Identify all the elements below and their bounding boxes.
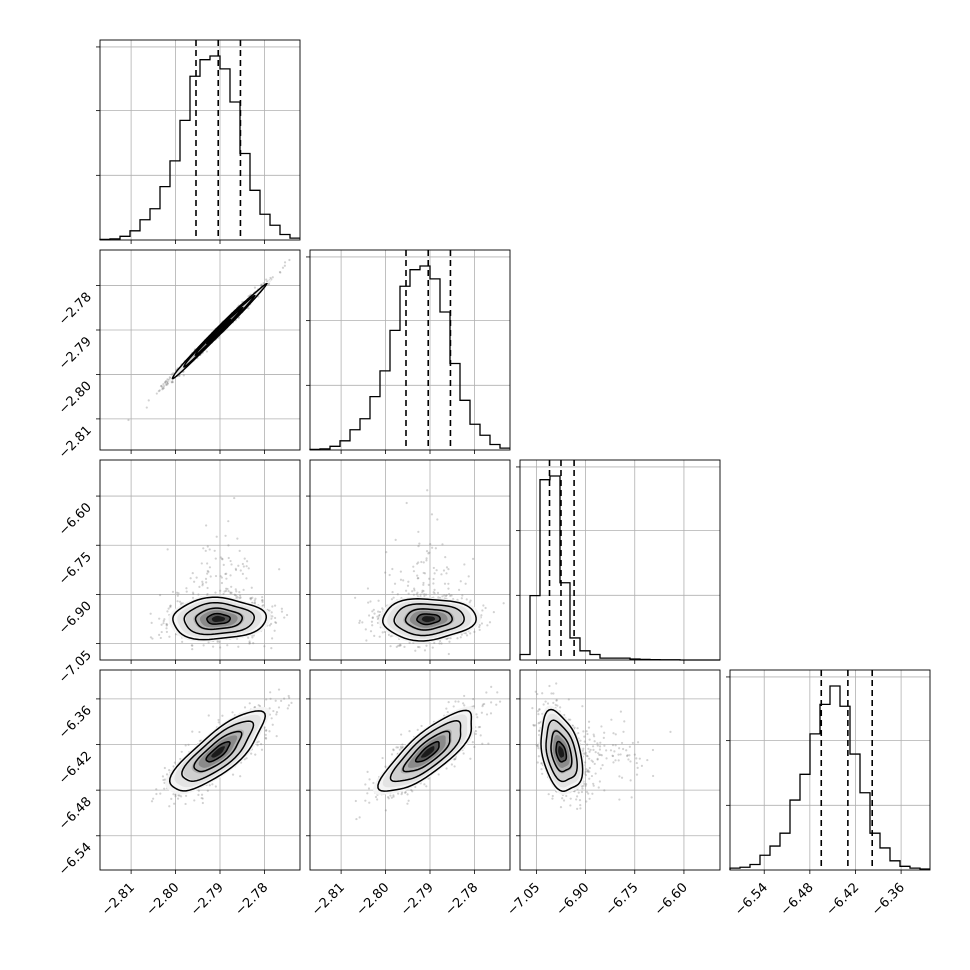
contour-0 [205, 741, 231, 763]
contour-0 [206, 612, 231, 625]
y-tick-label: −6.75 [56, 549, 95, 588]
contour-1 [194, 307, 244, 357]
contour-3 [168, 710, 267, 792]
x-tick-label: −2.80 [354, 880, 393, 919]
histogram-3 [729, 685, 930, 870]
contour-3 [171, 282, 268, 380]
contour-2 [181, 720, 255, 782]
panel-frame [309, 459, 511, 661]
x-tick-label: −6.48 [778, 880, 817, 919]
y-tick-label: −7.05 [56, 648, 95, 687]
density-shading [165, 706, 270, 795]
x-tick-label: −2.79 [398, 880, 437, 919]
histogram-1 [309, 265, 510, 451]
contour-0 [414, 740, 440, 763]
density-layer [165, 279, 585, 795]
x-tick-label: −6.42 [824, 880, 863, 919]
contour-2 [545, 719, 578, 783]
y-tick-label: −2.79 [56, 334, 95, 373]
x-tick-label: −2.81 [309, 880, 348, 919]
x-tick-label: −6.54 [732, 880, 771, 919]
contour-3 [382, 598, 477, 642]
contour-1 [193, 730, 243, 773]
density-shading [168, 595, 271, 642]
x-tick-label: −6.60 [652, 880, 691, 919]
x-tick-label: −2.80 [144, 880, 183, 919]
contour-1 [402, 730, 451, 773]
contour-0 [205, 318, 232, 345]
panel-frame [99, 459, 301, 661]
contour-2 [183, 601, 256, 636]
density-level [211, 615, 226, 622]
contour-2 [393, 603, 465, 637]
contour-2 [183, 294, 256, 368]
panel-frame [309, 669, 511, 871]
contour-1 [194, 607, 243, 631]
y-tick-label: −2.80 [56, 379, 95, 418]
panel-frame [519, 459, 721, 661]
panel-frame [99, 669, 301, 871]
contour-0 [416, 613, 441, 626]
x-tick-label: −2.79 [188, 880, 227, 919]
contour-2 [389, 720, 462, 783]
x-tick-label: −6.75 [603, 880, 642, 919]
y-tick-label: −2.81 [56, 423, 95, 462]
panel-frame [729, 669, 931, 871]
y-tick-label: −6.90 [56, 599, 95, 638]
y-tick-label: −6.48 [56, 794, 95, 833]
contour-3 [377, 709, 473, 792]
x-tick-label: −6.36 [869, 880, 908, 919]
contour-1 [404, 608, 453, 631]
panel-frame [519, 669, 721, 871]
y-tick-label: −6.60 [56, 500, 95, 539]
panel-frame [309, 249, 511, 451]
density-shading [373, 706, 476, 795]
contour-3 [172, 596, 268, 641]
frames-layer [96, 39, 931, 874]
contour-1 [550, 730, 573, 773]
density-level [421, 616, 436, 623]
y-tick-label: −2.78 [56, 290, 95, 329]
x-tick-label: −7.05 [504, 880, 543, 919]
x-tick-label: −2.78 [442, 880, 481, 919]
density-level [421, 746, 435, 758]
panel-frame [99, 39, 301, 241]
x-tick-label: −6.90 [554, 880, 593, 919]
density-level [558, 746, 565, 758]
histogram-0 [99, 55, 300, 241]
x-tick-label: −2.81 [99, 880, 138, 919]
density-shading [539, 705, 585, 795]
y-tick-label: −6.42 [56, 749, 95, 788]
contour-3 [540, 708, 584, 792]
contour-0 [555, 740, 568, 763]
x-tick-label: −2.78 [232, 880, 271, 919]
y-tick-label: −6.36 [56, 703, 95, 742]
density-level [211, 746, 225, 758]
panel-frame [99, 249, 301, 451]
y-tick-label: −6.54 [56, 840, 95, 879]
